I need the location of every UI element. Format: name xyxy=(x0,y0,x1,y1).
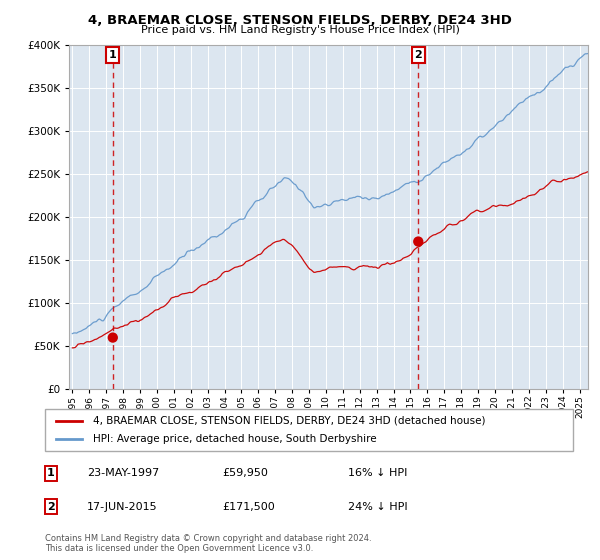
Text: 24% ↓ HPI: 24% ↓ HPI xyxy=(348,502,407,512)
Text: 2: 2 xyxy=(47,502,55,512)
Point xyxy=(413,237,423,246)
Point xyxy=(108,333,118,342)
Text: Contains HM Land Registry data © Crown copyright and database right 2024.
This d: Contains HM Land Registry data © Crown c… xyxy=(45,534,371,553)
Text: 4, BRAEMAR CLOSE, STENSON FIELDS, DERBY, DE24 3HD: 4, BRAEMAR CLOSE, STENSON FIELDS, DERBY,… xyxy=(88,14,512,27)
FancyBboxPatch shape xyxy=(45,409,573,451)
Text: £59,950: £59,950 xyxy=(222,468,268,478)
Text: 17-JUN-2015: 17-JUN-2015 xyxy=(87,502,158,512)
Text: Price paid vs. HM Land Registry's House Price Index (HPI): Price paid vs. HM Land Registry's House … xyxy=(140,25,460,35)
Text: 2: 2 xyxy=(415,50,422,60)
Text: £171,500: £171,500 xyxy=(222,502,275,512)
Text: 23-MAY-1997: 23-MAY-1997 xyxy=(87,468,159,478)
Text: HPI: Average price, detached house, South Derbyshire: HPI: Average price, detached house, Sout… xyxy=(92,434,376,444)
Text: 1: 1 xyxy=(109,50,116,60)
Text: 4, BRAEMAR CLOSE, STENSON FIELDS, DERBY, DE24 3HD (detached house): 4, BRAEMAR CLOSE, STENSON FIELDS, DERBY,… xyxy=(92,416,485,426)
Text: 16% ↓ HPI: 16% ↓ HPI xyxy=(348,468,407,478)
Text: 1: 1 xyxy=(47,468,55,478)
